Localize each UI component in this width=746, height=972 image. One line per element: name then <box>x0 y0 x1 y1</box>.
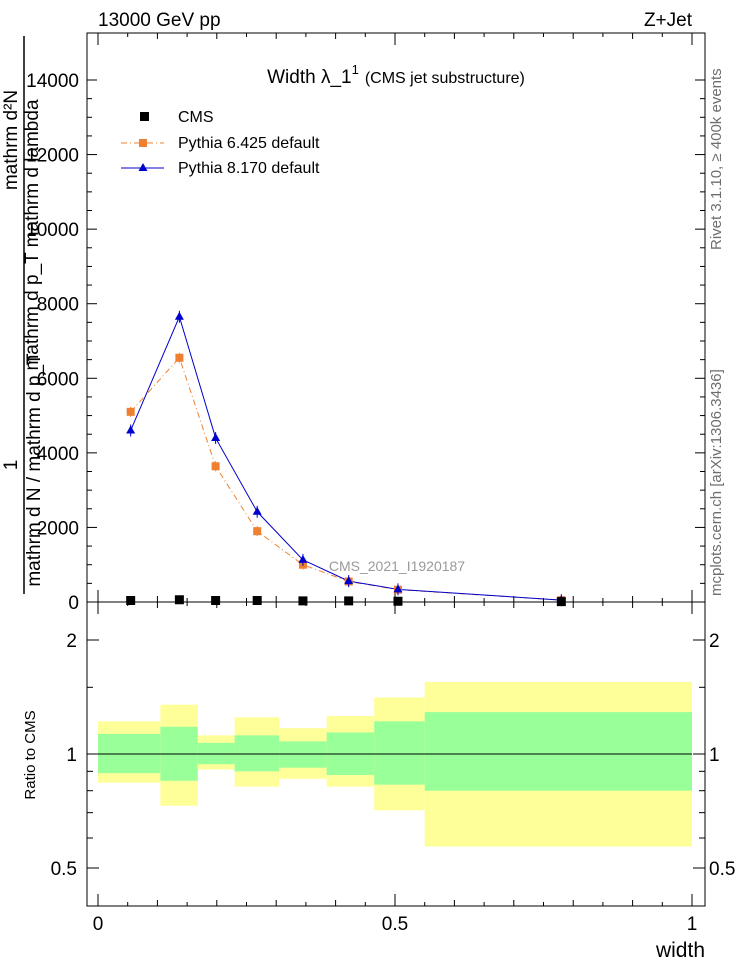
legend-entry-pythia8: Pythia 8.170 default <box>121 160 320 177</box>
plot-title-sub: (CMS jet substructure) <box>365 70 525 87</box>
ratio-ytick-label-right: 1 <box>709 745 720 766</box>
legend-cms-label: CMS <box>178 109 214 126</box>
rivet-label: Rivet 3.1.10, ≥ 400k events <box>708 68 725 250</box>
watermark: CMS_2021_I1920187 <box>329 558 465 574</box>
legend-pythia6-label: Pythia 6.425 default <box>178 135 320 152</box>
ratio-band-inner <box>425 712 692 791</box>
ratio-xtick-label: 1 <box>687 914 698 935</box>
ratio-band-inner <box>279 741 327 767</box>
main-ytick-label: 12000 <box>26 146 79 167</box>
ratio-ytick-label-right: 0.5 <box>709 859 735 880</box>
legend-pythia8-label: Pythia 8.170 default <box>178 160 320 177</box>
header-right: Z+Jet <box>644 10 693 31</box>
main-ytick-label: 14000 <box>26 71 79 92</box>
main-ytick-label: 4000 <box>37 444 79 465</box>
ratio-bands <box>98 682 692 847</box>
legend: CMS Pythia 6.425 default Pythia 8.170 de… <box>121 109 320 177</box>
ratio-plot-area: 0.5 0.51 12 2 0 0.5 1 Ratio to CMS width <box>22 602 735 962</box>
header-left: 13000 GeV pp <box>98 10 221 31</box>
pythia8-point <box>211 433 220 441</box>
ratio-xtick-label: 0.5 <box>382 914 408 935</box>
ratio-ytick-label: 0.5 <box>51 859 77 880</box>
main-ytick-label: 2000 <box>37 518 79 539</box>
plot-title: Width λ_11 (CMS jet substructure) <box>267 62 525 88</box>
ratio-xtick-label: 0 <box>93 914 104 935</box>
cms-point <box>211 596 220 605</box>
pythia6-point <box>212 462 220 470</box>
main-ytick-label: 0 <box>68 593 79 614</box>
main-plot-area: 0 2000 4000 6000 8000 10000 12000 14000 CMS_202… <box>26 33 705 614</box>
plot-title-sup: 1 <box>352 62 359 77</box>
pythia6-point <box>253 527 261 535</box>
legend-pythia8-marker <box>139 163 148 171</box>
ratio-ylabel: Ratio to CMS <box>22 710 39 799</box>
pythia8-point <box>175 312 184 320</box>
cms-point <box>344 596 353 605</box>
ratio-xtick-labels: 0 0.5 1 <box>93 914 698 935</box>
pythia8-point <box>126 425 135 433</box>
ratio-ytick-label: 2 <box>66 631 77 652</box>
ratio-band-inner <box>235 735 280 771</box>
pythia6-point <box>127 408 135 416</box>
ylabel-one: 1 <box>1 460 22 471</box>
legend-pythia6-marker <box>139 139 147 147</box>
ylabel-numerator: mathrm d²N <box>1 90 22 190</box>
cms-point <box>175 595 184 604</box>
main-ytick-label: 6000 <box>37 369 79 390</box>
mcplots-label: mcplots.cern.ch [arXiv:1306.3436] <box>708 369 725 596</box>
pythia8-point <box>253 507 262 515</box>
main-ytick-label: 8000 <box>37 295 79 316</box>
ratio-ytick-label-right: 2 <box>709 631 720 652</box>
plot-title-main: Width λ_1 <box>267 67 351 88</box>
pythia6-point <box>175 354 183 362</box>
ratio-band-inner <box>374 721 424 784</box>
x-axis-label: width <box>655 939 705 962</box>
ratio-ytick-label: 1 <box>66 745 77 766</box>
main-ytick-label: 10000 <box>26 220 79 241</box>
legend-entry-pythia6: Pythia 6.425 default <box>121 135 320 152</box>
cms-point <box>253 596 262 605</box>
legend-entry-cms: CMS <box>140 109 214 126</box>
legend-cms-marker <box>140 112 149 121</box>
